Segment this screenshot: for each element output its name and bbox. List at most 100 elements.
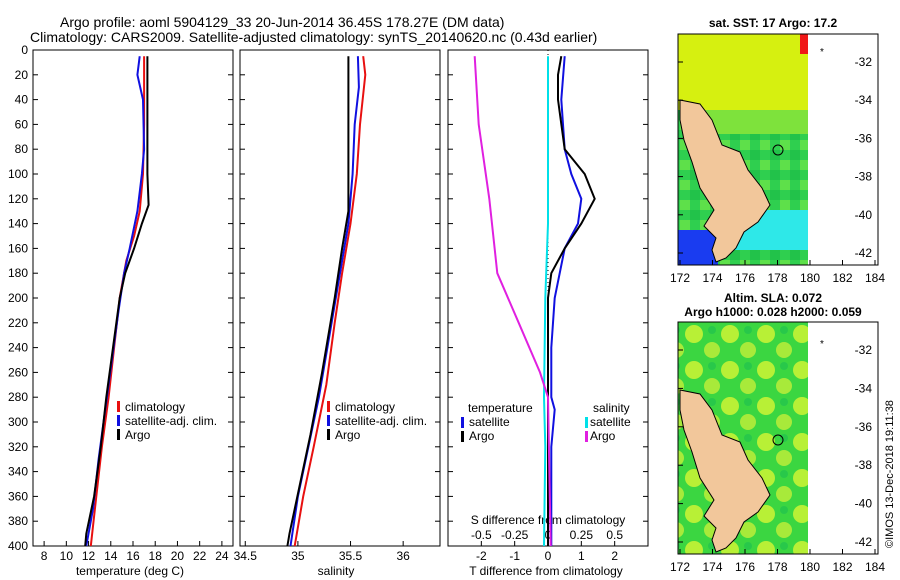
x-tick-label: 8 <box>41 549 48 563</box>
legend-s-argo-swatch <box>585 431 588 442</box>
legend-argo-swatch <box>117 429 120 440</box>
lon-tick-label: 178 <box>767 560 787 574</box>
title-line-2: Climatology: CARS2009. Satellite-adjuste… <box>30 29 597 45</box>
sst-lat-labels: -32 -34 -36 -38 -40 -42 <box>678 55 872 260</box>
lon-tick-label: 184 <box>865 271 885 285</box>
x-tick-label: 36 <box>396 549 410 563</box>
sla-map-title-2: Argo h1000: 0.028 h2000: 0.059 <box>684 305 862 319</box>
depth-tick-label: 380 <box>8 514 28 528</box>
lat-tick-label: -42 <box>855 246 873 260</box>
lat-tick-label: -40 <box>855 208 873 222</box>
depth-tick-label: 280 <box>8 390 28 404</box>
lon-tick-label: 182 <box>832 560 852 574</box>
x2-tick-label: 0.5 <box>606 528 623 542</box>
sla-no-data <box>808 322 878 554</box>
x-tick-label: 16 <box>126 549 140 563</box>
x-tick-label: -2 <box>476 549 487 563</box>
map-star-marker: * <box>820 339 824 350</box>
series-line-climatology <box>89 56 146 547</box>
map-star-marker: * <box>820 47 824 58</box>
salinity-panel: salinity climatology satellite-adj. clim… <box>234 49 441 578</box>
sst-no-data <box>808 34 878 265</box>
legend-argo-swatch <box>327 429 330 440</box>
series-line-climatology <box>293 56 367 547</box>
lat-tick-label: -34 <box>855 381 873 395</box>
lon-tick-label: 176 <box>735 271 755 285</box>
x-tick-label: 1 <box>578 549 585 563</box>
sst-lon-labels: 172 174 176 178 180 182 184 <box>670 260 885 285</box>
sla-map-title-1: Altim. SLA: 0.072 <box>724 291 822 305</box>
depth-tick-label: 0 <box>21 43 28 57</box>
legend-t-argo-swatch <box>461 431 464 442</box>
depth-tick-label: 340 <box>8 465 28 479</box>
series-line-s-argo <box>473 56 552 547</box>
legend-t-satellite-label: satellite <box>469 415 510 429</box>
lat-tick-label: -32 <box>855 55 873 69</box>
temperature-difference-legend: temperature satellite Argo <box>461 401 533 443</box>
legend-t-satellite-swatch <box>461 417 464 428</box>
legend-argo-label: Argo <box>125 428 151 442</box>
x2-tick-label: 0.25 <box>570 528 594 542</box>
legend-climatology-label: climatology <box>125 400 185 414</box>
series-line-t-argo <box>547 56 596 546</box>
x-tick-label: 10 <box>60 549 74 563</box>
legend-satellite-swatch <box>117 415 120 426</box>
x-tick-label: 34.5 <box>234 549 258 563</box>
legend-climatology-label: climatology <box>335 400 395 414</box>
x-tick-label: 2 <box>611 549 618 563</box>
temperature-axes-frame <box>32 49 234 547</box>
legend-t-title: temperature <box>468 401 533 415</box>
depth-tick-label: 360 <box>8 489 28 503</box>
depth-tick-label: 60 <box>15 117 29 131</box>
salinity-legend: climatology satellite-adj. clim. Argo <box>327 400 427 442</box>
sla-lat-labels: -32 -34 -36 -38 -40 -42 <box>678 343 872 549</box>
x-tick-label: 0 <box>545 549 552 563</box>
imos-watermark: ©IMOS 13-Dec-2018 19:11:38 <box>884 400 896 548</box>
sst-warm-region <box>678 34 808 110</box>
x-tick-label: 12 <box>82 549 96 563</box>
x-tick-label: -1 <box>509 549 520 563</box>
depth-tick-label: 160 <box>8 241 28 255</box>
depth-tick-label: 40 <box>15 93 29 107</box>
argo-position-marker <box>772 144 784 156</box>
depth-tick-label: 100 <box>8 167 28 181</box>
x-tick-label: 18 <box>149 549 163 563</box>
legend-s-satellite-swatch <box>585 417 588 428</box>
legend-s-satellite-label: satellite <box>590 415 631 429</box>
lon-tick-label: 176 <box>735 560 755 574</box>
legend-climatology-swatch <box>117 401 120 412</box>
depth-tick-label: 260 <box>8 365 28 379</box>
lat-tick-label: -38 <box>855 458 873 472</box>
sst-map-title: sat. SST: 17 Argo: 17.2 <box>709 16 838 30</box>
lon-tick-label: 178 <box>767 271 787 285</box>
x-tick-label: 24 <box>215 549 229 563</box>
depth-tick-label: 200 <box>8 291 28 305</box>
depth-tick-label: 240 <box>8 341 28 355</box>
legend-s-title: salinity <box>593 401 630 415</box>
sst-hot-pixels <box>800 34 808 54</box>
new-zealand-north-island <box>679 389 771 553</box>
x2-tick-label: -0.25 <box>501 528 529 542</box>
depth-tick-label: 180 <box>8 266 28 280</box>
legend-s-argo-label: Argo <box>590 429 616 443</box>
series-line-argo <box>286 56 350 547</box>
lat-tick-label: -36 <box>855 420 873 434</box>
lon-tick-label: 172 <box>670 271 690 285</box>
lat-tick-label: -32 <box>855 343 873 357</box>
argo-position-marker <box>772 434 784 446</box>
difference-xlabel: T difference from climatology <box>469 564 623 578</box>
depth-tick-label: 400 <box>8 539 28 553</box>
x-tick-label: 35 <box>291 549 305 563</box>
depth-tick-label: 140 <box>8 217 28 231</box>
difference-panel: T difference from climatology S differen… <box>447 49 649 578</box>
lat-tick-label: -34 <box>855 93 873 107</box>
series-line-argo <box>84 56 150 547</box>
salinity-axes-frame <box>239 49 441 547</box>
x-tick-label: 35.5 <box>339 549 363 563</box>
salinity-xlabel: salinity <box>318 564 355 578</box>
sla-map: Altim. SLA: 0.072 Argo h1000: 0.028 h200… <box>670 291 885 574</box>
sst-cold-region <box>678 230 718 265</box>
series-line-satellite-adj-clim- <box>85 56 146 547</box>
sla-lon-labels: 172 174 176 178 180 182 184 <box>670 549 885 574</box>
x-tick-label: 14 <box>104 549 118 563</box>
